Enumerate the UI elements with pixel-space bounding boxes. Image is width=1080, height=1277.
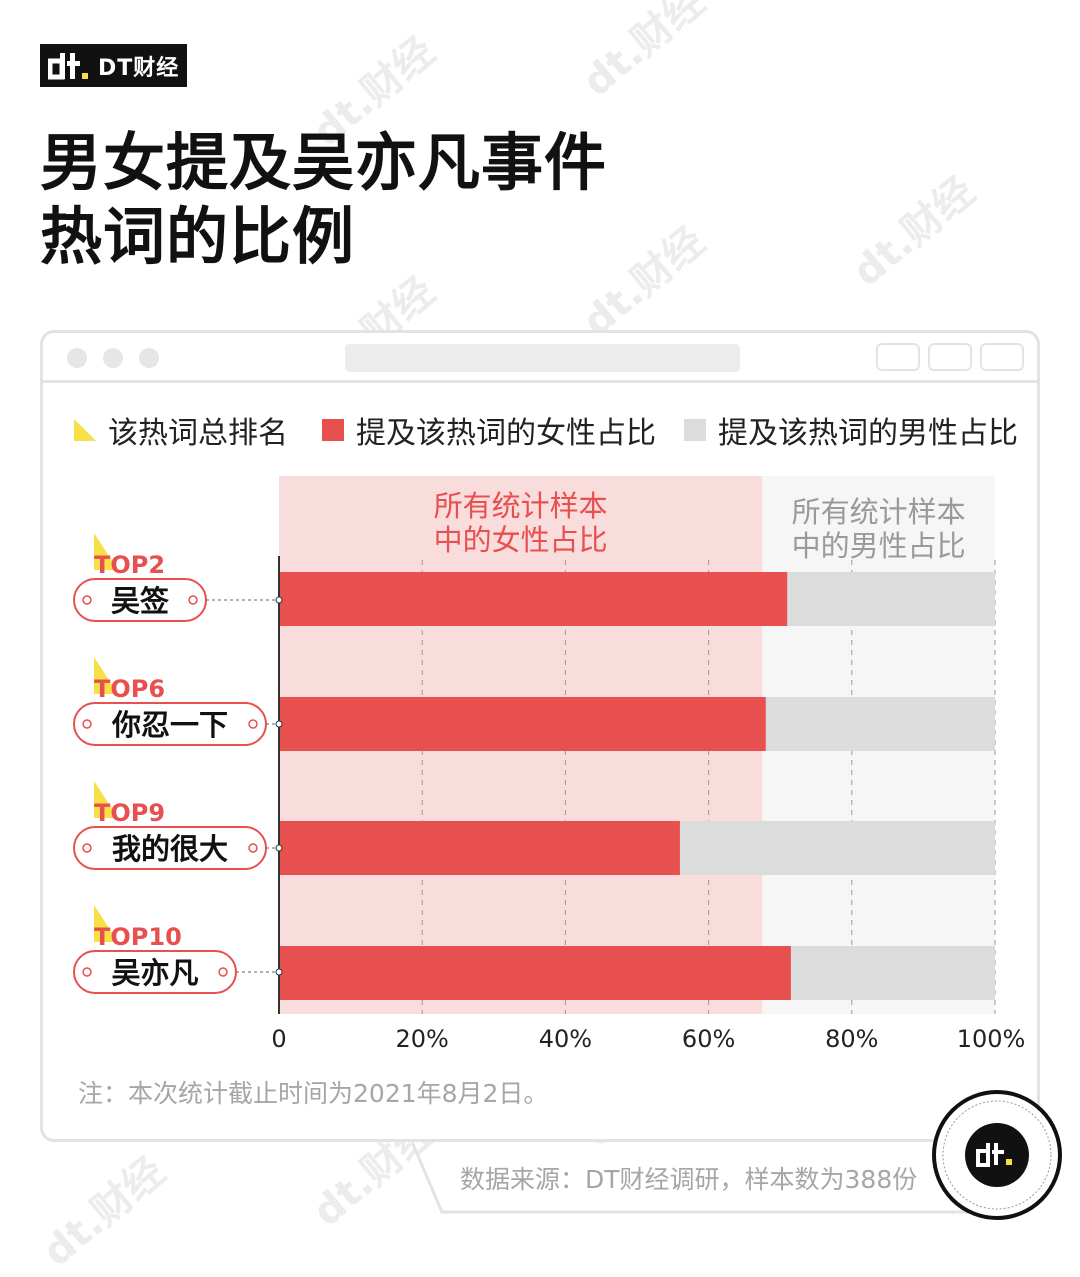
pill-dot-left-icon	[82, 967, 92, 977]
pill-dot-left-icon	[82, 843, 92, 853]
rank-triangle-icon	[94, 657, 118, 694]
bar-female	[279, 697, 766, 751]
baseline-male-label: 所有统计样本	[792, 495, 966, 529]
axis-dot-icon	[275, 720, 283, 728]
baseline-male-label: 中的男性占比	[792, 529, 966, 563]
yellow-triangle-icon	[74, 419, 96, 441]
bar-female	[279, 946, 791, 1000]
pill-dot-right-icon	[248, 719, 258, 729]
axis-dot-icon	[275, 596, 283, 604]
rank-label: TOP9	[94, 799, 165, 827]
footnote: 注：本次统计截止时间为2021年8月2日。	[78, 1079, 549, 1108]
rank-label: TOP2	[94, 551, 165, 579]
pill-dot-right-icon	[248, 843, 258, 853]
window-titlebar	[43, 333, 1037, 383]
dt-badge-icon	[942, 1100, 1052, 1210]
x-tick-label: 20%	[396, 1025, 449, 1053]
minimize-icon	[103, 348, 123, 368]
rank-triangle-icon	[94, 781, 118, 818]
close-icon	[67, 348, 87, 368]
bar-male	[790, 946, 995, 1000]
chart-title-line2: 热词的比例	[40, 200, 356, 273]
legend-item-female: 提及该热词的女性占比	[322, 408, 656, 452]
legend-label-male: 提及该热词的男性占比	[718, 416, 1018, 451]
legend: 该热词总排名 提及该热词的女性占比 提及该热词的男性占比	[0, 408, 1080, 452]
disable-icon	[139, 348, 159, 368]
category-label: 吴亦凡	[111, 956, 198, 990]
legend-label-rank: 该热词总排名	[108, 416, 288, 451]
brand-name: DT财经	[98, 55, 180, 81]
category-label: 你忍一下	[111, 708, 228, 742]
source-tab-shape	[412, 1142, 972, 1214]
chart-title-line1: 男女提及吴亦凡事件	[40, 126, 608, 199]
share-icon	[928, 343, 972, 371]
bar-male	[765, 697, 995, 751]
pill-dot-left-icon	[82, 719, 92, 729]
rank-triangle-icon	[94, 533, 118, 570]
legend-swatch-male	[684, 419, 706, 441]
rank-triangle-icon	[94, 905, 118, 942]
x-tick-label: 80%	[825, 1025, 878, 1053]
baseline-female-label: 所有统计样本	[434, 489, 608, 523]
pill-dot-right-icon	[188, 595, 198, 605]
baseline-female-label: 中的女性占比	[434, 523, 608, 557]
bar-female	[279, 572, 788, 626]
x-tick-label: 0	[271, 1025, 286, 1053]
dt-logo-icon	[48, 52, 88, 79]
pill-dot-right-icon	[218, 967, 228, 977]
copy-icon	[980, 343, 1024, 371]
data-source: 数据来源：DT财经调研，样本数为388份	[460, 1165, 918, 1194]
dt-logo-badge	[932, 1090, 1062, 1220]
legend-item-male: 提及该热词的男性占比	[684, 408, 1018, 452]
record-icon	[876, 343, 920, 371]
x-tick-label: 100%	[957, 1025, 1026, 1053]
x-tick-label: 60%	[682, 1025, 735, 1053]
legend-swatch-female	[322, 419, 344, 441]
rank-label: TOP10	[94, 923, 182, 951]
rank-label: TOP6	[94, 675, 165, 703]
legend-label-female: 提及该热词的女性占比	[356, 416, 656, 451]
brand-badge: DT财经	[40, 44, 187, 87]
x-tick-label: 40%	[539, 1025, 592, 1053]
legend-item-rank: 该热词总排名	[74, 408, 288, 452]
bar-male	[679, 821, 995, 875]
category-label: 我的很大	[112, 832, 228, 866]
bar-female	[279, 821, 680, 875]
category-label: 吴签	[111, 584, 169, 618]
axis-dot-icon	[275, 844, 283, 852]
bar-male	[787, 572, 995, 626]
address-bar	[345, 344, 740, 372]
axis-dot-icon	[275, 968, 283, 976]
pill-dot-left-icon	[82, 595, 92, 605]
